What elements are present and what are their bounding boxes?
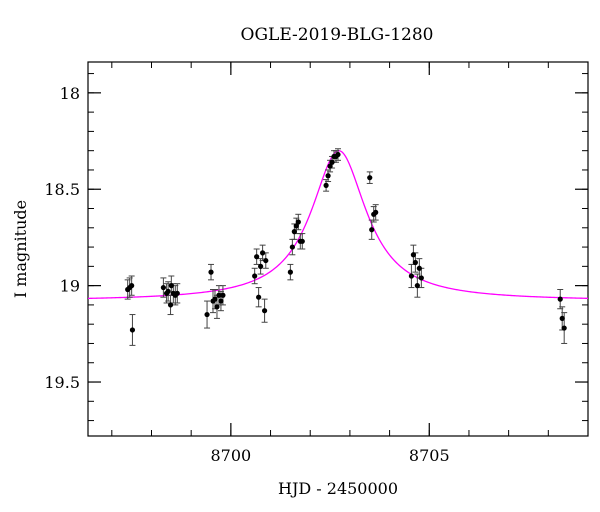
data-point: [260, 250, 266, 256]
data-point: [369, 227, 375, 233]
data-point: [252, 273, 258, 279]
x-tick-label: 8700: [210, 446, 251, 465]
minor-ticks: [88, 62, 589, 436]
data-point: [293, 223, 299, 229]
data-point: [220, 292, 226, 298]
chart-title: OGLE-2019-BLG-1280: [241, 25, 434, 45]
error-bars: [124, 148, 568, 346]
data-point: [559, 315, 565, 322]
data-point: [204, 311, 210, 318]
data-point: [254, 254, 260, 260]
data-point: [167, 302, 174, 308]
data-point: [174, 290, 180, 296]
y-axis-label: I magnitude: [11, 200, 30, 298]
data-point: [258, 263, 264, 269]
data-point: [291, 229, 297, 235]
plot-frame: [87, 61, 589, 437]
data-point: [561, 325, 567, 331]
data-point: [261, 308, 268, 314]
data-point: [168, 283, 174, 289]
data-point: [160, 284, 166, 291]
data-point: [256, 294, 262, 300]
x-axis-label: HJD - 2450000: [278, 479, 398, 498]
data-point: [323, 182, 329, 188]
data-point: [218, 298, 224, 304]
data-point: [263, 257, 269, 264]
data-point: [129, 327, 136, 333]
data-point: [295, 219, 301, 225]
data-point: [287, 269, 293, 275]
data-point: [214, 304, 220, 310]
y-tick-label: 19.5: [44, 373, 80, 392]
data-point: [418, 275, 424, 281]
data-point: [373, 209, 379, 215]
x-tick-labels: 8700 8705: [210, 446, 449, 465]
data-point: [329, 159, 335, 165]
data-point: [416, 265, 422, 271]
data-point: [165, 288, 171, 295]
y-tick-label: 19: [60, 277, 80, 296]
data-point: [410, 252, 416, 258]
data-point: [335, 151, 341, 158]
data-point: [327, 163, 333, 169]
data-point: [299, 238, 305, 244]
data-point: [414, 283, 420, 289]
data-point: [216, 292, 222, 298]
data-point: [408, 273, 415, 279]
data-point: [129, 283, 135, 289]
x-tick-label: 8705: [409, 446, 450, 465]
model-curve: [87, 150, 589, 300]
data-point: [367, 175, 373, 181]
data-points: [125, 151, 567, 333]
data-point: [208, 269, 214, 275]
data-point: [557, 296, 563, 302]
y-tick-labels: 18 18.5 19 19.5: [44, 84, 80, 392]
data-point: [289, 244, 295, 250]
major-ticks: [88, 62, 588, 436]
y-tick-label: 18: [60, 84, 80, 103]
data-point: [325, 173, 331, 179]
data-point: [212, 296, 218, 302]
y-tick-label: 18.5: [44, 180, 80, 199]
data-point: [412, 259, 418, 266]
